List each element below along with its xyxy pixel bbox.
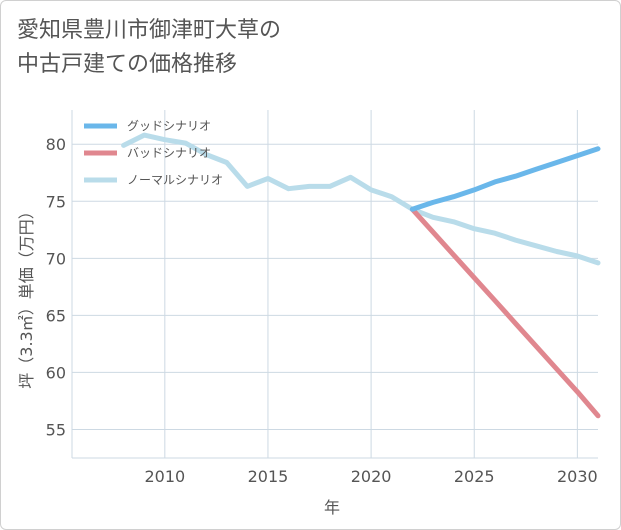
grid — [71, 110, 598, 459]
tick-labels: 55 60 65 70 75 80 2010 2015 2020 2025 2030 — [46, 135, 598, 486]
legend-label-2: ノーマルシナリオ — [127, 173, 223, 187]
chart-title: 愛知県豊川市御津町大草の 中古戸建ての価格推移 — [17, 14, 281, 82]
series-line-1 — [409, 206, 601, 419]
legend-label-1: バッドシナリオ — [127, 146, 211, 160]
y-tick-label: 65 — [46, 306, 66, 325]
legend-label-0: グッドシナリオ — [127, 119, 211, 133]
x-tick-label: 2025 — [454, 467, 495, 486]
x-tick-label: 2010 — [144, 467, 185, 486]
y-tick-label: 55 — [46, 420, 66, 439]
chart-title-line-2: 中古戸建ての価格推移 — [17, 52, 238, 77]
chart-title-line-1: 愛知県豊川市御津町大草の — [17, 18, 282, 43]
y-tick-label: 60 — [46, 363, 66, 382]
y-axis-label: 坪（3.3㎡）単価（万円） — [17, 203, 36, 388]
x-tick-label: 2015 — [248, 467, 289, 486]
x-axis-label: 年 — [324, 498, 340, 517]
series-lines — [121, 132, 601, 419]
series-line-0 — [409, 146, 601, 212]
y-tick-label: 70 — [46, 249, 66, 268]
x-tick-label: 2030 — [557, 467, 598, 486]
y-tick-label: 80 — [46, 135, 66, 154]
y-tick-label: 75 — [46, 192, 66, 211]
x-tick-label: 2020 — [351, 467, 392, 486]
series-line-2 — [121, 132, 601, 266]
